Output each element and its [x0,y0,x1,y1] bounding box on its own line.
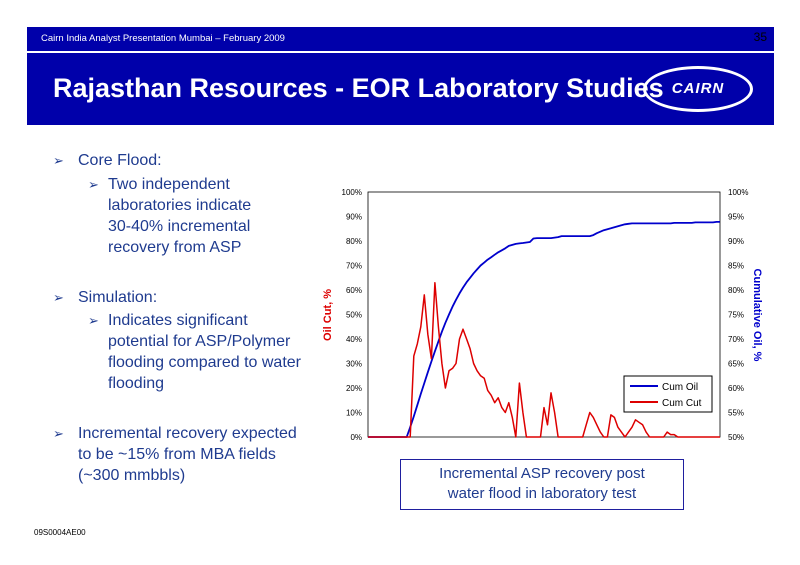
sub-bullet-line: flooding [108,375,165,392]
oil-cut-chart: 100% 100% 90% 95% 80% 90% 70% 85% 60% 80% 50% 75% 40… [322,188,763,442]
sub-bullet-line: flooding compared to water [108,354,301,371]
left-tick-label: 10% [346,409,362,418]
arrow-bullet-icon: ➢ [88,313,99,328]
logo-text: CAIRN [671,80,725,97]
slide-title: Rajasthan Resources - EOR Laboratory Stu… [53,73,664,103]
arrow-bullet-icon: ➢ [53,153,64,168]
right-tick-label: 95% [728,213,744,222]
right-tick-label: 60% [728,384,744,393]
right-tick-label: 85% [728,262,744,271]
bullet-line: to be ~15% from MBA fields [78,446,276,463]
right-tick-label: 80% [728,286,744,295]
chart-legend: Cum Oil Cum Cut [623,375,713,413]
y2-axis-label: Cumulative Oil, % [751,269,763,362]
left-tick-label: 20% [346,384,362,393]
sub-bullet-line: Indicates significant [108,312,248,329]
right-tick-label: 70% [728,335,744,344]
right-tick-label: 75% [728,311,744,320]
left-tick-label: 60% [346,286,362,295]
plot-frame [367,191,721,438]
bullet-incremental-recovery: Incremental recovery expected [78,425,297,442]
bullet-simulation: Simulation: [78,289,158,306]
chart-caption: Incremental ASP recovery post water floo… [400,459,684,510]
page-number: 35 [753,30,767,44]
arrow-bullet-icon: ➢ [88,177,99,192]
right-tick-label: 65% [728,360,744,369]
arrow-bullet-icon: ➢ [53,426,64,441]
right-tick-label: 55% [728,409,744,418]
series-line-cum-cut [368,281,720,438]
series-line-cum-oil [368,221,720,438]
left-tick-label: 100% [342,188,362,197]
left-tick-label: 80% [346,237,362,246]
right-tick-label: 90% [728,237,744,246]
left-tick-label: 90% [346,213,362,222]
y-axis-label: Oil Cut, % [322,289,334,341]
arrow-bullet-icon: ➢ [53,290,64,305]
sub-bullet-line: potential for ASP/Polymer [108,333,291,350]
cairn-logo: CAIRN [643,66,753,112]
left-tick-label: 0% [350,433,362,442]
sub-bullet-line: 30-40% incremental [108,218,251,235]
left-tick-label: 40% [346,335,362,344]
sub-bullet-line: laboratories indicate [108,197,252,214]
left-tick-label: 50% [346,311,362,320]
caption-line: Incremental ASP recovery post [439,465,645,482]
bullet-core-flood: Core Flood: [78,152,162,169]
left-tick-label: 30% [346,360,362,369]
bullet-list: ➢ Core Flood: ➢ Two independent laborato… [0,0,320,500]
sub-bullet-line: recovery from ASP [108,239,242,256]
right-tick-label: 100% [728,188,748,197]
header-bar: Cairn India Analyst Presentation Mumbai … [27,27,774,51]
title-bar: Rajasthan Resources - EOR Laboratory Stu… [27,53,774,125]
presentation-subtitle: Cairn India Analyst Presentation Mumbai … [41,33,285,44]
legend-cum-oil-label: Cum Oil [662,382,698,393]
right-tick-label: 50% [728,433,744,442]
legend-cum-cut-label: Cum Cut [662,398,702,409]
bullet-line: (~300 mmbbls) [78,467,186,484]
caption-line: water flood in laboratory test [447,485,637,502]
document-code: 09S0004AE00 [34,528,86,537]
left-tick-label: 70% [346,262,362,271]
sub-bullet-line: Two independent [108,176,230,193]
